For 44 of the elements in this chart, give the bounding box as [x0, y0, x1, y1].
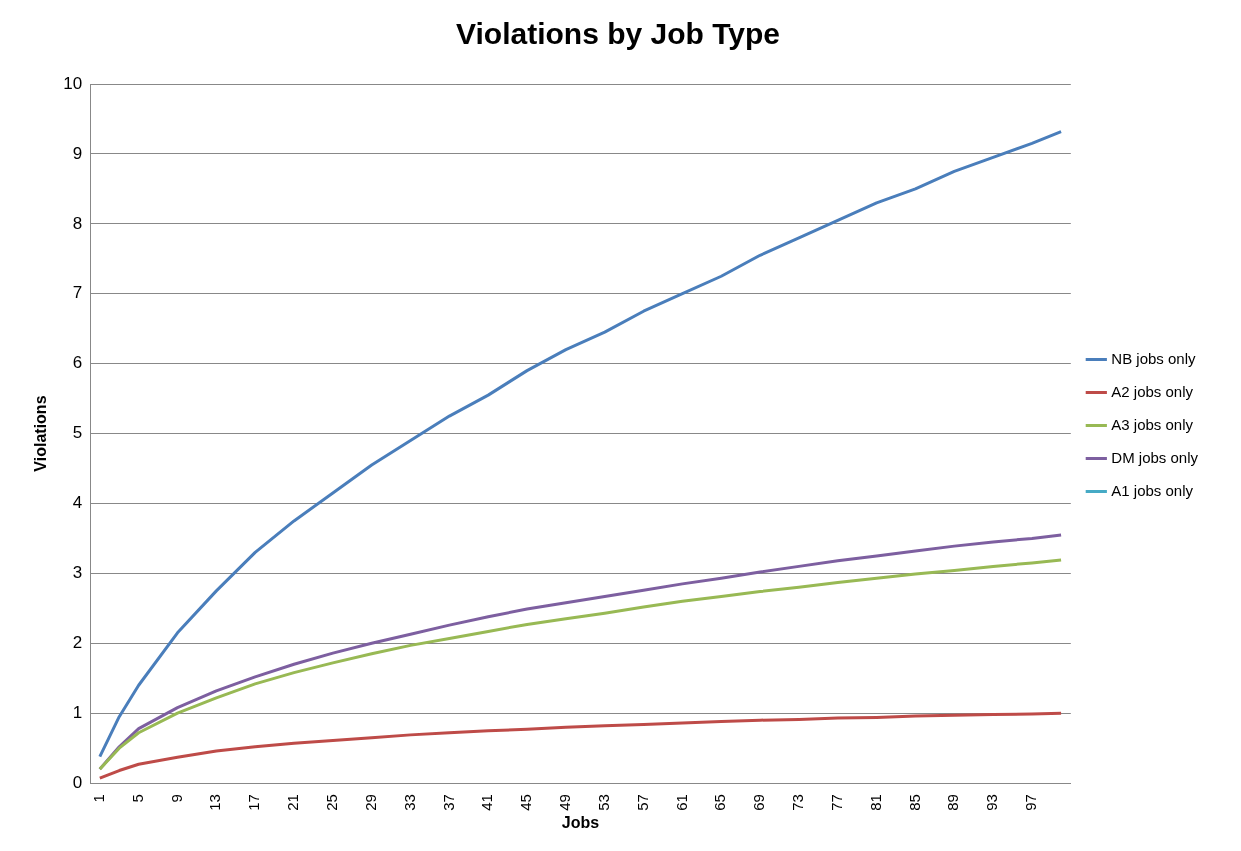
x-tick-label: 73 — [789, 794, 807, 811]
x-tick-label: 37 — [439, 794, 457, 811]
legend-label: A2 jobs only — [1111, 382, 1194, 400]
x-tick-label: 21 — [284, 794, 302, 811]
x-tick-label: 77 — [827, 794, 845, 811]
x-tick-label: 29 — [361, 794, 379, 811]
x-tick-label: 69 — [750, 794, 768, 811]
chart-title: Violations by Job Type — [456, 17, 780, 51]
y-axis-title: Violations — [32, 395, 50, 472]
x-tick-label: 49 — [556, 794, 574, 811]
x-tick-label: 85 — [905, 794, 923, 811]
x-tick-label: 81 — [866, 794, 884, 811]
y-tick-label: 9 — [72, 143, 83, 163]
x-tick-label: 5 — [128, 794, 146, 803]
x-tick-label: 9 — [167, 794, 185, 803]
x-tick-label: 89 — [944, 794, 962, 811]
y-tick-label: 10 — [63, 73, 83, 93]
x-tick-label: 41 — [478, 794, 496, 811]
y-tick-label: 4 — [72, 493, 83, 513]
x-tick-label: 65 — [711, 794, 729, 811]
x-tick-label: 53 — [594, 794, 612, 811]
x-tick-label: 33 — [400, 794, 418, 811]
x-tick-label: 45 — [517, 794, 535, 811]
x-tick-label: 61 — [672, 794, 690, 811]
y-tick-label: 1 — [72, 702, 83, 722]
y-tick-label: 6 — [72, 353, 83, 373]
legend-label: NB jobs only — [1111, 349, 1197, 367]
x-tick-label: 97 — [1022, 794, 1040, 811]
legend-label: A1 jobs only — [1111, 481, 1194, 499]
x-axis-title: Jobs — [561, 813, 600, 831]
y-tick-label: 8 — [72, 213, 83, 233]
x-tick-label: 57 — [633, 794, 651, 811]
legend-label: A3 jobs only — [1111, 415, 1194, 433]
x-tick-label: 25 — [323, 794, 340, 811]
legend-label: DM jobs only — [1111, 448, 1199, 466]
x-tick-label: 93 — [983, 794, 1001, 811]
y-tick-label: 2 — [72, 632, 83, 652]
x-tick-label: 13 — [206, 794, 224, 811]
y-tick-label: 5 — [72, 423, 83, 443]
x-tick-label: 1 — [89, 794, 107, 803]
y-tick-label: 3 — [72, 563, 83, 583]
y-tick-label: 0 — [72, 772, 83, 792]
y-tick-label: 7 — [72, 283, 83, 303]
x-tick-label: 17 — [245, 794, 263, 811]
